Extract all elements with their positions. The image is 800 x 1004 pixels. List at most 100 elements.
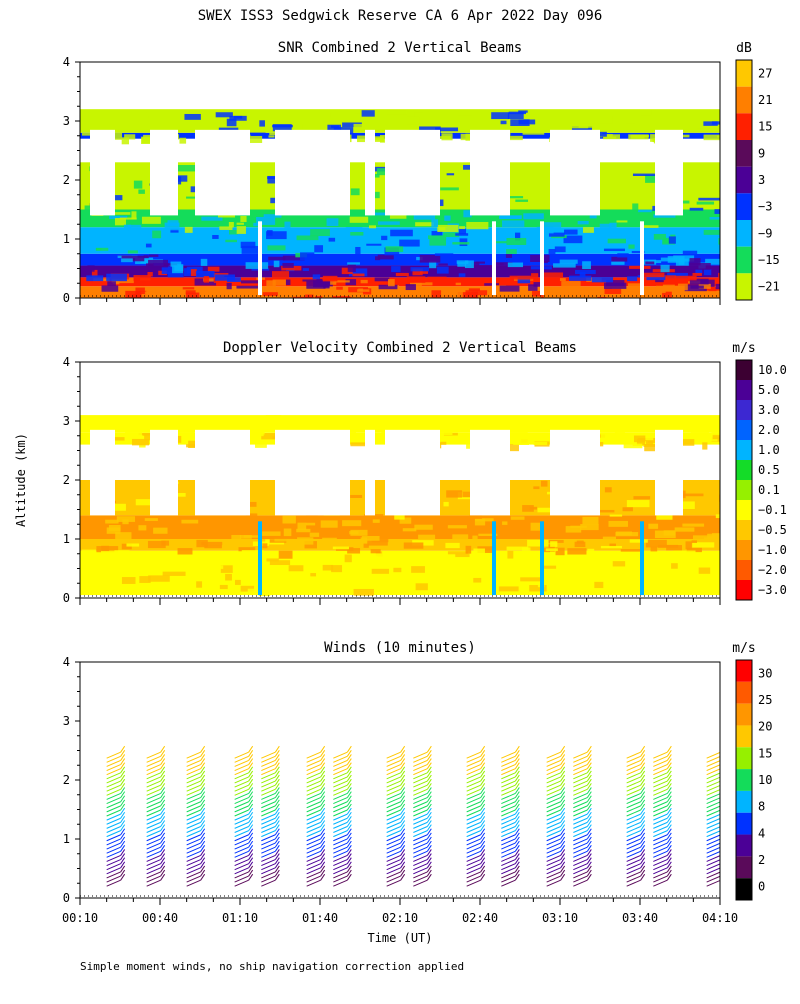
wind-barb-flag bbox=[320, 824, 326, 831]
wind-barb-flag bbox=[666, 840, 672, 848]
wind-barb-flag bbox=[400, 869, 406, 877]
wind-barb-flag bbox=[426, 857, 432, 864]
wind-barb-flag bbox=[514, 766, 520, 774]
data-cell bbox=[682, 523, 705, 527]
data-cell bbox=[228, 222, 234, 228]
colorbar-segment bbox=[736, 580, 752, 600]
footnote: Simple moment winds, no ship navigation … bbox=[80, 960, 464, 973]
data-cell bbox=[188, 440, 202, 449]
data-cell bbox=[256, 216, 276, 225]
data-cell bbox=[118, 428, 132, 433]
data-cell bbox=[554, 246, 566, 253]
wind-barb bbox=[186, 842, 201, 850]
data-cell bbox=[247, 588, 267, 595]
wind-barb bbox=[186, 834, 201, 842]
wind-barb-flag bbox=[586, 853, 592, 860]
wind-barb-flag bbox=[346, 836, 352, 844]
data-cell bbox=[164, 121, 188, 128]
data-cell bbox=[629, 114, 642, 118]
wind-barb bbox=[413, 871, 428, 879]
data-cell bbox=[378, 284, 398, 290]
wind-barb bbox=[146, 801, 161, 809]
wind-barb bbox=[626, 809, 641, 817]
data-cell bbox=[345, 279, 357, 286]
data-cell bbox=[570, 578, 588, 586]
wind-barb-flag bbox=[426, 783, 432, 790]
wind-barb bbox=[106, 755, 121, 763]
data-cell bbox=[443, 501, 449, 507]
wind-barb-flag bbox=[721, 808, 725, 814]
wind-barb bbox=[261, 755, 276, 763]
data-cell bbox=[281, 265, 302, 271]
data-cell bbox=[342, 122, 362, 128]
wind-barb-flag bbox=[666, 845, 672, 852]
wind-barb-flag bbox=[346, 803, 352, 811]
wind-barb bbox=[333, 834, 348, 842]
wind-barb-flag bbox=[586, 778, 592, 786]
data-cell bbox=[322, 564, 334, 571]
data-cell bbox=[138, 525, 147, 531]
data-cell bbox=[561, 281, 581, 288]
wind-barb-flag bbox=[346, 795, 352, 803]
colorbar-segment bbox=[736, 440, 752, 460]
wind-barb-flag bbox=[160, 807, 166, 815]
data-cell bbox=[103, 296, 123, 298]
wind-barb-flag bbox=[480, 791, 486, 798]
data-cell bbox=[272, 279, 286, 286]
data-cell bbox=[414, 112, 423, 119]
wind-barb bbox=[653, 834, 668, 842]
wind-barb bbox=[653, 854, 668, 862]
data-cell bbox=[517, 275, 531, 284]
data-cell bbox=[357, 571, 366, 577]
data-cell bbox=[513, 439, 530, 445]
data-cell bbox=[542, 222, 562, 229]
wind-barb-flag bbox=[160, 799, 166, 807]
wind-barb bbox=[706, 834, 720, 842]
data-cell bbox=[706, 292, 715, 297]
wind-barb bbox=[501, 826, 516, 833]
wind-barb-flag bbox=[480, 840, 486, 848]
wind-barb bbox=[706, 801, 720, 809]
wind-barb bbox=[653, 813, 668, 821]
data-cell bbox=[101, 285, 119, 292]
wind-barb bbox=[573, 793, 588, 800]
wind-barb bbox=[413, 772, 428, 780]
wind-barb-flag bbox=[514, 770, 520, 778]
data-cell bbox=[606, 280, 625, 287]
data-cell bbox=[695, 268, 703, 274]
wind-barb-flag bbox=[200, 824, 206, 831]
data-cell bbox=[121, 255, 145, 262]
data-cell bbox=[282, 262, 294, 268]
data-cell bbox=[455, 282, 461, 286]
wind-barb-flag bbox=[320, 762, 326, 769]
data-cell bbox=[148, 575, 170, 582]
data-cell bbox=[531, 273, 539, 280]
wind-barb bbox=[546, 801, 561, 809]
data-cell bbox=[676, 429, 692, 432]
wind-barb bbox=[653, 846, 668, 854]
wind-barb-flag bbox=[721, 746, 725, 752]
colorbar-segment bbox=[736, 380, 752, 400]
data-cell bbox=[347, 262, 360, 265]
data-cell bbox=[499, 285, 520, 292]
wind-barb-flag bbox=[666, 795, 672, 803]
wind-barb-flag bbox=[586, 865, 592, 873]
wind-barb bbox=[466, 813, 481, 821]
wind-barb-flag bbox=[640, 770, 646, 778]
wind-barb-flag bbox=[586, 861, 592, 869]
data-cell bbox=[219, 226, 233, 230]
wind-barb bbox=[146, 780, 161, 788]
data-cell bbox=[506, 249, 517, 254]
data-cell bbox=[569, 124, 589, 129]
data-cell bbox=[184, 113, 201, 120]
data-cell bbox=[579, 272, 586, 278]
data-cell bbox=[637, 209, 652, 213]
wind-barb bbox=[186, 793, 201, 800]
data-cell bbox=[157, 556, 176, 560]
data-cell bbox=[616, 220, 628, 223]
data-cell bbox=[377, 254, 394, 260]
wind-barb-flag bbox=[666, 778, 672, 786]
wind-barb bbox=[653, 776, 668, 784]
data-cell bbox=[419, 254, 441, 263]
wind-barb-flag bbox=[426, 799, 432, 807]
